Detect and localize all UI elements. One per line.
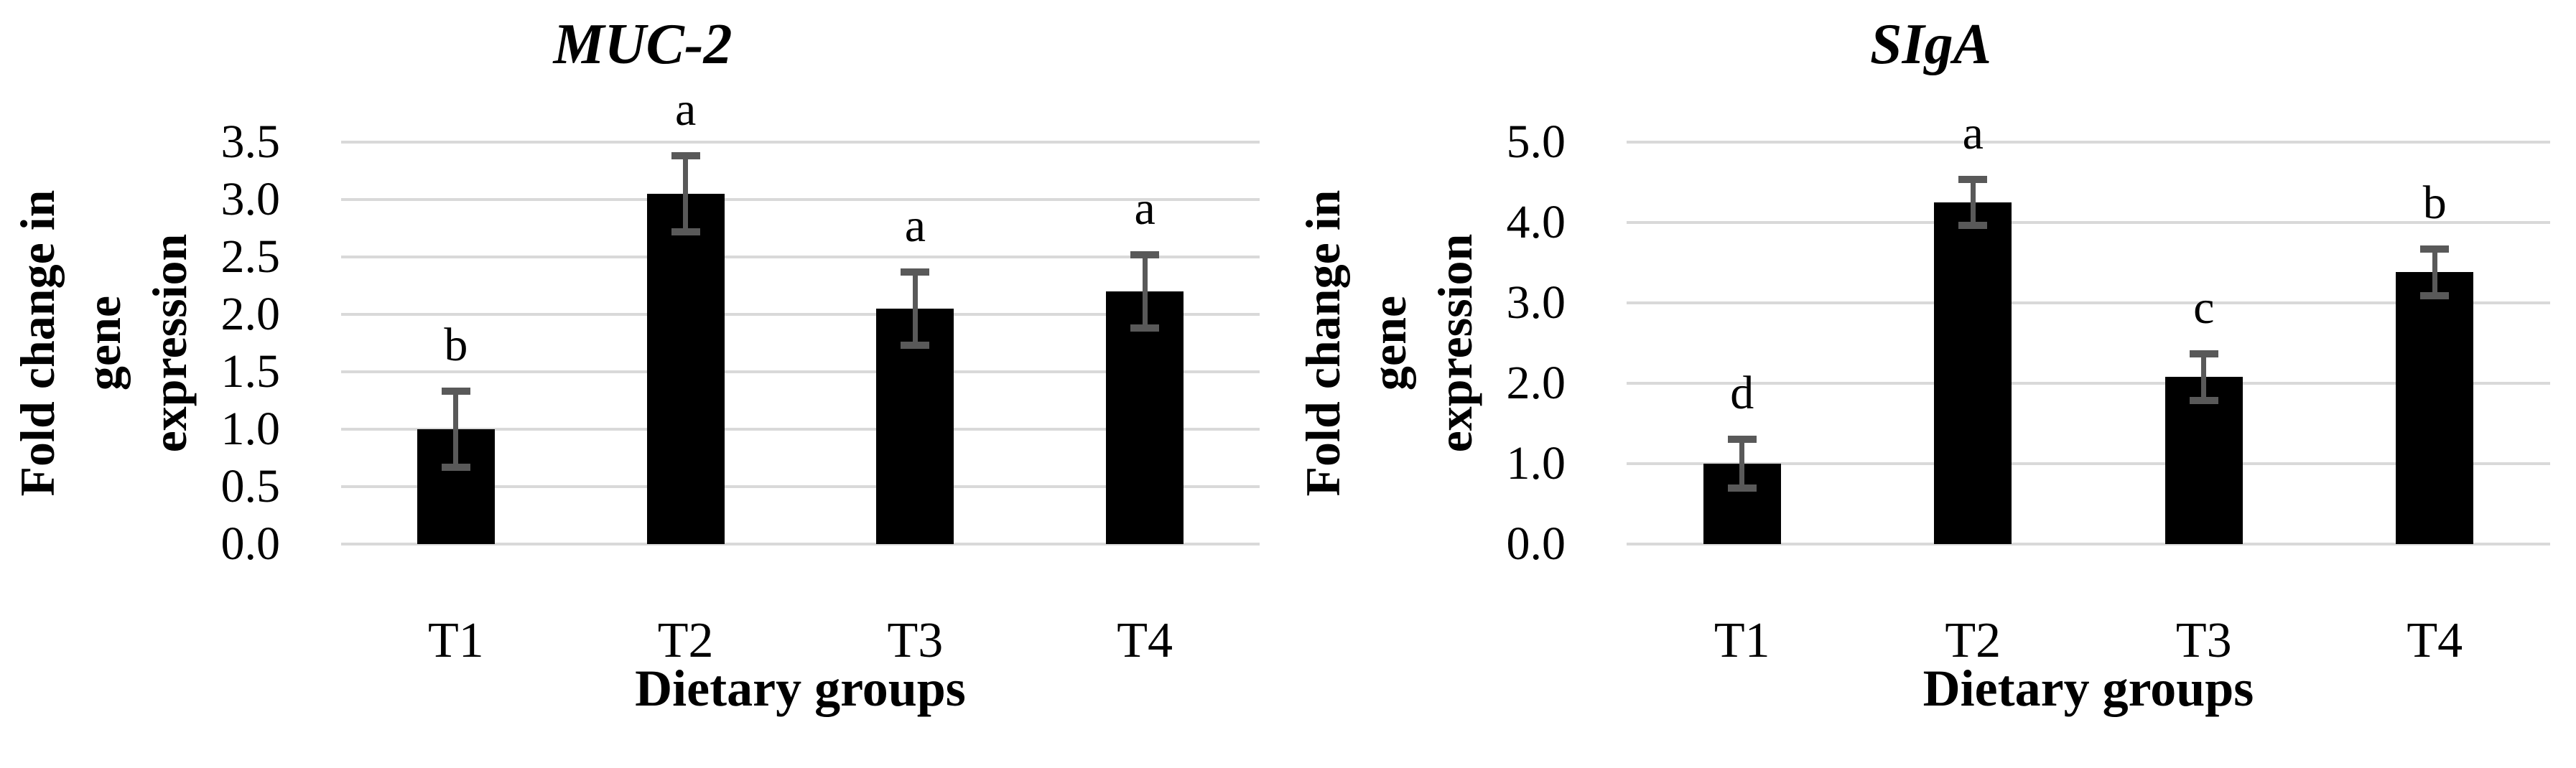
significance-letter: c [2193,281,2215,334]
error-bar-line [2432,248,2437,296]
error-bar-cap [2189,350,2218,357]
significance-letter: a [1134,182,1156,235]
gridline [341,256,1260,258]
y-tick-label: 3.0 [220,173,281,225]
error-bar-cap [2420,291,2450,299]
x-tick-label: T3 [887,613,944,668]
error-bar-line [1142,254,1148,329]
error-bar-cap [1727,436,1757,444]
y-tick-label: 0.5 [220,460,281,512]
y-tick-label: 1.0 [1506,437,1566,490]
error-bar-cap [1727,484,1757,492]
gridline [341,543,1260,545]
error-bar-cap [1130,324,1160,332]
chart-title: MUC-2 [553,13,733,76]
error-bar-line [1970,179,1976,226]
x-tick-label: T2 [657,613,714,668]
error-bar-cap [901,268,930,276]
y-axis-ticks: 0.0 0.5 1.0 1.5 2.0 2.5 3.0 3.5 [0,116,281,570]
x-tick-label: T2 [1945,613,2001,668]
y-tick-label: 5.0 [1506,116,1566,168]
y-tick-label: 2.0 [1506,357,1566,409]
error-bar-cap [1958,222,1988,230]
error-bar-line [683,156,689,232]
chart-muc2: MUC-2 Fold change in gene expression 0.0… [0,0,1285,768]
gridline [1627,543,2550,545]
gridline [1627,301,2550,304]
error-bar-cap [901,342,930,350]
significance-letter: d [1730,367,1754,420]
significance-letter: b [2422,176,2447,229]
y-tick-label: 1.5 [220,345,281,398]
bar [2396,272,2474,544]
error-bar-cap [441,463,470,471]
bar [2165,377,2243,544]
y-tick-label: 3.5 [220,116,281,168]
significance-letter: a [904,199,926,252]
bar [1106,291,1184,544]
significance-letter: b [444,319,468,372]
error-bar-line [912,271,918,346]
error-bar-cap [1130,250,1160,258]
y-tick-label: 2.0 [220,288,281,340]
bar [646,194,725,544]
plot-area: Dietary groups d T1 a T2 c T3 b T4 [1627,107,2550,717]
gridline [1627,382,2550,385]
significance-letter: a [674,83,697,136]
gridline [341,141,1260,144]
x-tick-label: T1 [427,613,484,668]
plot-area: Dietary groups b T1 a T2 a T3 a T4 [341,84,1260,717]
gridline [341,370,1260,373]
x-axis-title: Dietary groups [1922,660,2254,717]
error-bar-cap [441,388,470,395]
y-tick-label: 4.0 [1506,196,1566,248]
gridline [341,428,1260,431]
error-bar-line [1739,439,1745,488]
error-bar-line [453,391,459,467]
gridline [341,198,1260,201]
gridline [1627,462,2550,465]
y-tick-label: 0.0 [1506,518,1566,570]
error-bar-cap [671,152,700,160]
x-tick-label: T4 [1117,613,1173,668]
x-tick-label: T4 [2407,613,2463,668]
x-axis-title: Dietary groups [635,660,966,717]
y-tick-label: 3.0 [1506,276,1566,329]
y-tick-label: 2.5 [220,230,281,283]
x-tick-label: T3 [2175,613,2232,668]
error-bar-line [2201,353,2207,401]
error-bar-cap [671,228,700,235]
chart-title: SIgA [1870,13,1991,76]
error-bar-cap [2420,245,2450,253]
chart-siga: SIgA Fold change in gene expression 0.0 1… [1285,0,2576,768]
gridline [341,485,1260,488]
y-tick-label: 1.0 [220,403,281,455]
gridline [341,313,1260,316]
error-bar-cap [1958,175,1988,183]
error-bar-cap [2189,396,2218,404]
gridline [1627,141,2550,144]
x-tick-label: T1 [1714,613,1770,668]
bar [1934,202,2012,544]
significance-letter: a [1962,106,1984,159]
gridline [1627,221,2550,224]
y-tick-label: 0.0 [220,518,281,570]
y-axis-ticks: 0.0 1.0 2.0 3.0 4.0 5.0 [1285,116,1566,570]
